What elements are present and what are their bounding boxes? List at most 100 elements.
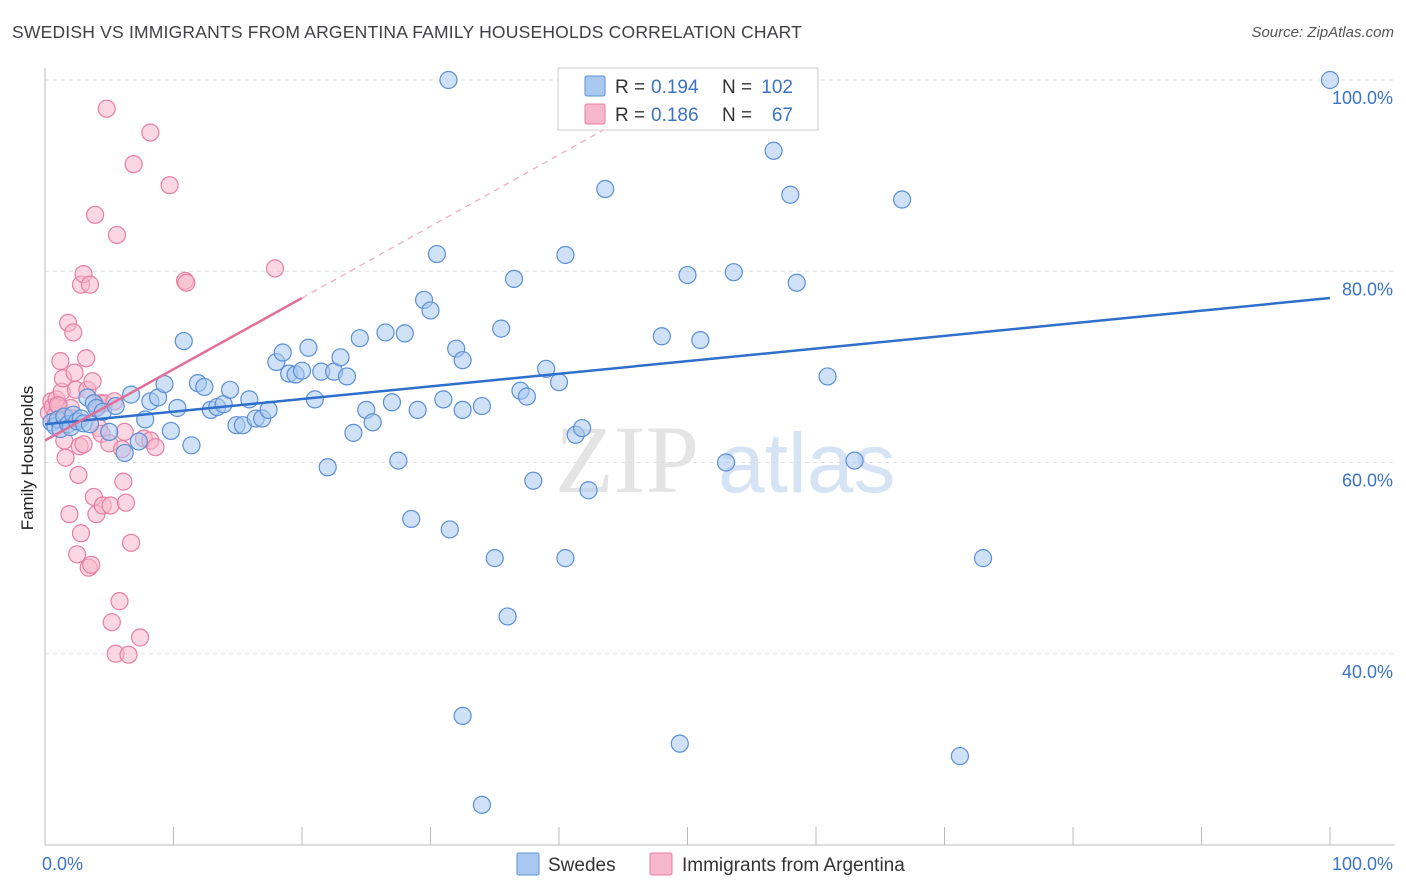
point-argentina-48 [107,225,127,245]
point-swedes-20 [129,432,148,451]
y-tick-label-2: 80.0% [1342,279,1393,299]
point-swedes-72 [472,396,491,416]
point-argentina-45 [102,613,121,632]
point-swedes-56 [363,413,382,432]
point-swedes-85 [573,418,592,438]
legend-swatch-argentina [584,103,606,125]
point-swedes-61 [402,509,421,529]
y-tick-label-3: 100.0% [1332,88,1393,108]
y-tick-label-1: 60.0% [1342,471,1393,491]
stats-legend: R = 0.194 N = 102 R = 0.186 N = 67 [557,67,819,131]
point-swedes-93 [724,263,743,282]
point-argentina-44 [101,496,120,515]
point-swedes-18 [115,443,134,463]
point-swedes-54 [350,329,369,348]
point-argentina-57 [130,628,150,647]
point-swedes-76 [504,269,524,288]
legend-r-value-argentina: 0.186 [651,105,699,126]
legend-r-label-argentina: R = [615,105,645,126]
point-swedes-52 [337,367,357,386]
trend-lines [44,129,1331,442]
bottom-legend-swatch-argentina [649,852,673,876]
point-swedes-49 [318,458,337,477]
trend-line-swedes [44,296,1331,426]
bottom-legend-swatch-swedes [516,852,540,876]
point-swedes-81 [549,373,569,392]
point-swedes-96 [787,273,806,292]
x-tick-label-max: 100.0% [1332,854,1393,874]
point-swedes-58 [382,393,402,412]
point-argentina-49 [110,592,129,611]
point-argentina-53 [116,493,136,512]
point-swedes-62 [408,400,427,420]
point-swedes-27 [174,331,193,351]
point-argentina-14 [60,505,79,524]
y-tick-label-0: 40.0% [1342,662,1393,682]
point-argentina-24 [71,524,91,543]
point-argentina-18 [65,363,84,382]
point-argentina-7 [51,352,70,371]
point-argentina-34 [86,205,105,224]
point-swedes-30 [195,377,214,397]
point-argentina-31 [82,555,101,574]
point-argentina-56 [124,155,143,174]
point-swedes-73 [485,549,504,568]
point-swedes-51 [331,348,350,367]
chart-source: Source: ZipAtlas.com [1251,24,1394,41]
point-swedes-90 [678,265,697,285]
point-swedes-57 [376,323,395,342]
point-swedes-103 [670,734,689,753]
point-swedes-68 [439,70,458,90]
legend-swatch-swedes [584,75,606,97]
point-argentina-55 [121,533,141,552]
point-swedes-82 [556,245,575,265]
point-argentina-51 [114,472,133,491]
point-swedes-100 [973,549,993,568]
trend-extension-argentina [301,129,605,299]
point-swedes-42 [273,343,292,362]
point-swedes-94 [764,141,783,160]
point-argentina-32 [83,372,102,391]
point-swedes-60 [395,324,414,343]
legend-n-value-swedes: 102 [761,77,793,98]
point-swedes-45 [292,361,312,380]
point-swedes-83 [556,549,575,568]
point-swedes-34 [220,380,240,399]
x-tick-label-min: 0.0% [42,854,83,874]
point-argentina-20 [68,545,87,564]
legend-r-value-swedes: 0.194 [651,77,699,98]
point-swedes-74 [492,319,511,338]
point-swedes-28 [182,436,201,455]
point-swedes-95 [781,185,800,204]
point-swedes-101 [1320,70,1340,90]
point-swedes-25 [161,421,181,441]
point-swedes-80 [537,359,556,378]
axes [44,68,1395,846]
legend-n-value-argentina: 67 [772,105,793,126]
point-argentina-54 [119,645,138,664]
point-swedes-99 [892,190,912,209]
chart-title: SWEDISH VS IMMIGRANTS FROM ARGENTINA FAM… [12,22,803,42]
trend-line-argentina [44,296,303,442]
point-argentina-11 [56,448,75,467]
point-swedes-65 [427,244,447,264]
point-argentina-42 [97,99,116,118]
point-swedes-86 [579,481,598,500]
series-legend: Swedes Immigrants from Argentina [516,852,905,876]
legend-n-label-swedes: N = [722,77,752,98]
point-swedes-92 [716,453,736,472]
point-swedes-71 [453,400,472,420]
point-argentina-30 [80,275,100,294]
point-argentina-27 [77,349,96,368]
point-argentina-62 [160,176,179,195]
point-swedes-66 [434,390,453,409]
point-argentina-65 [265,259,285,278]
point-swedes-26 [168,398,187,418]
bottom-legend-label-argentina: Immigrants from Argentina [682,855,905,876]
point-argentina-21 [69,465,88,485]
point-argentina-64 [177,273,196,292]
point-argentina-17 [64,323,83,342]
point-swedes-67 [440,520,459,539]
point-swedes-53 [344,423,363,442]
